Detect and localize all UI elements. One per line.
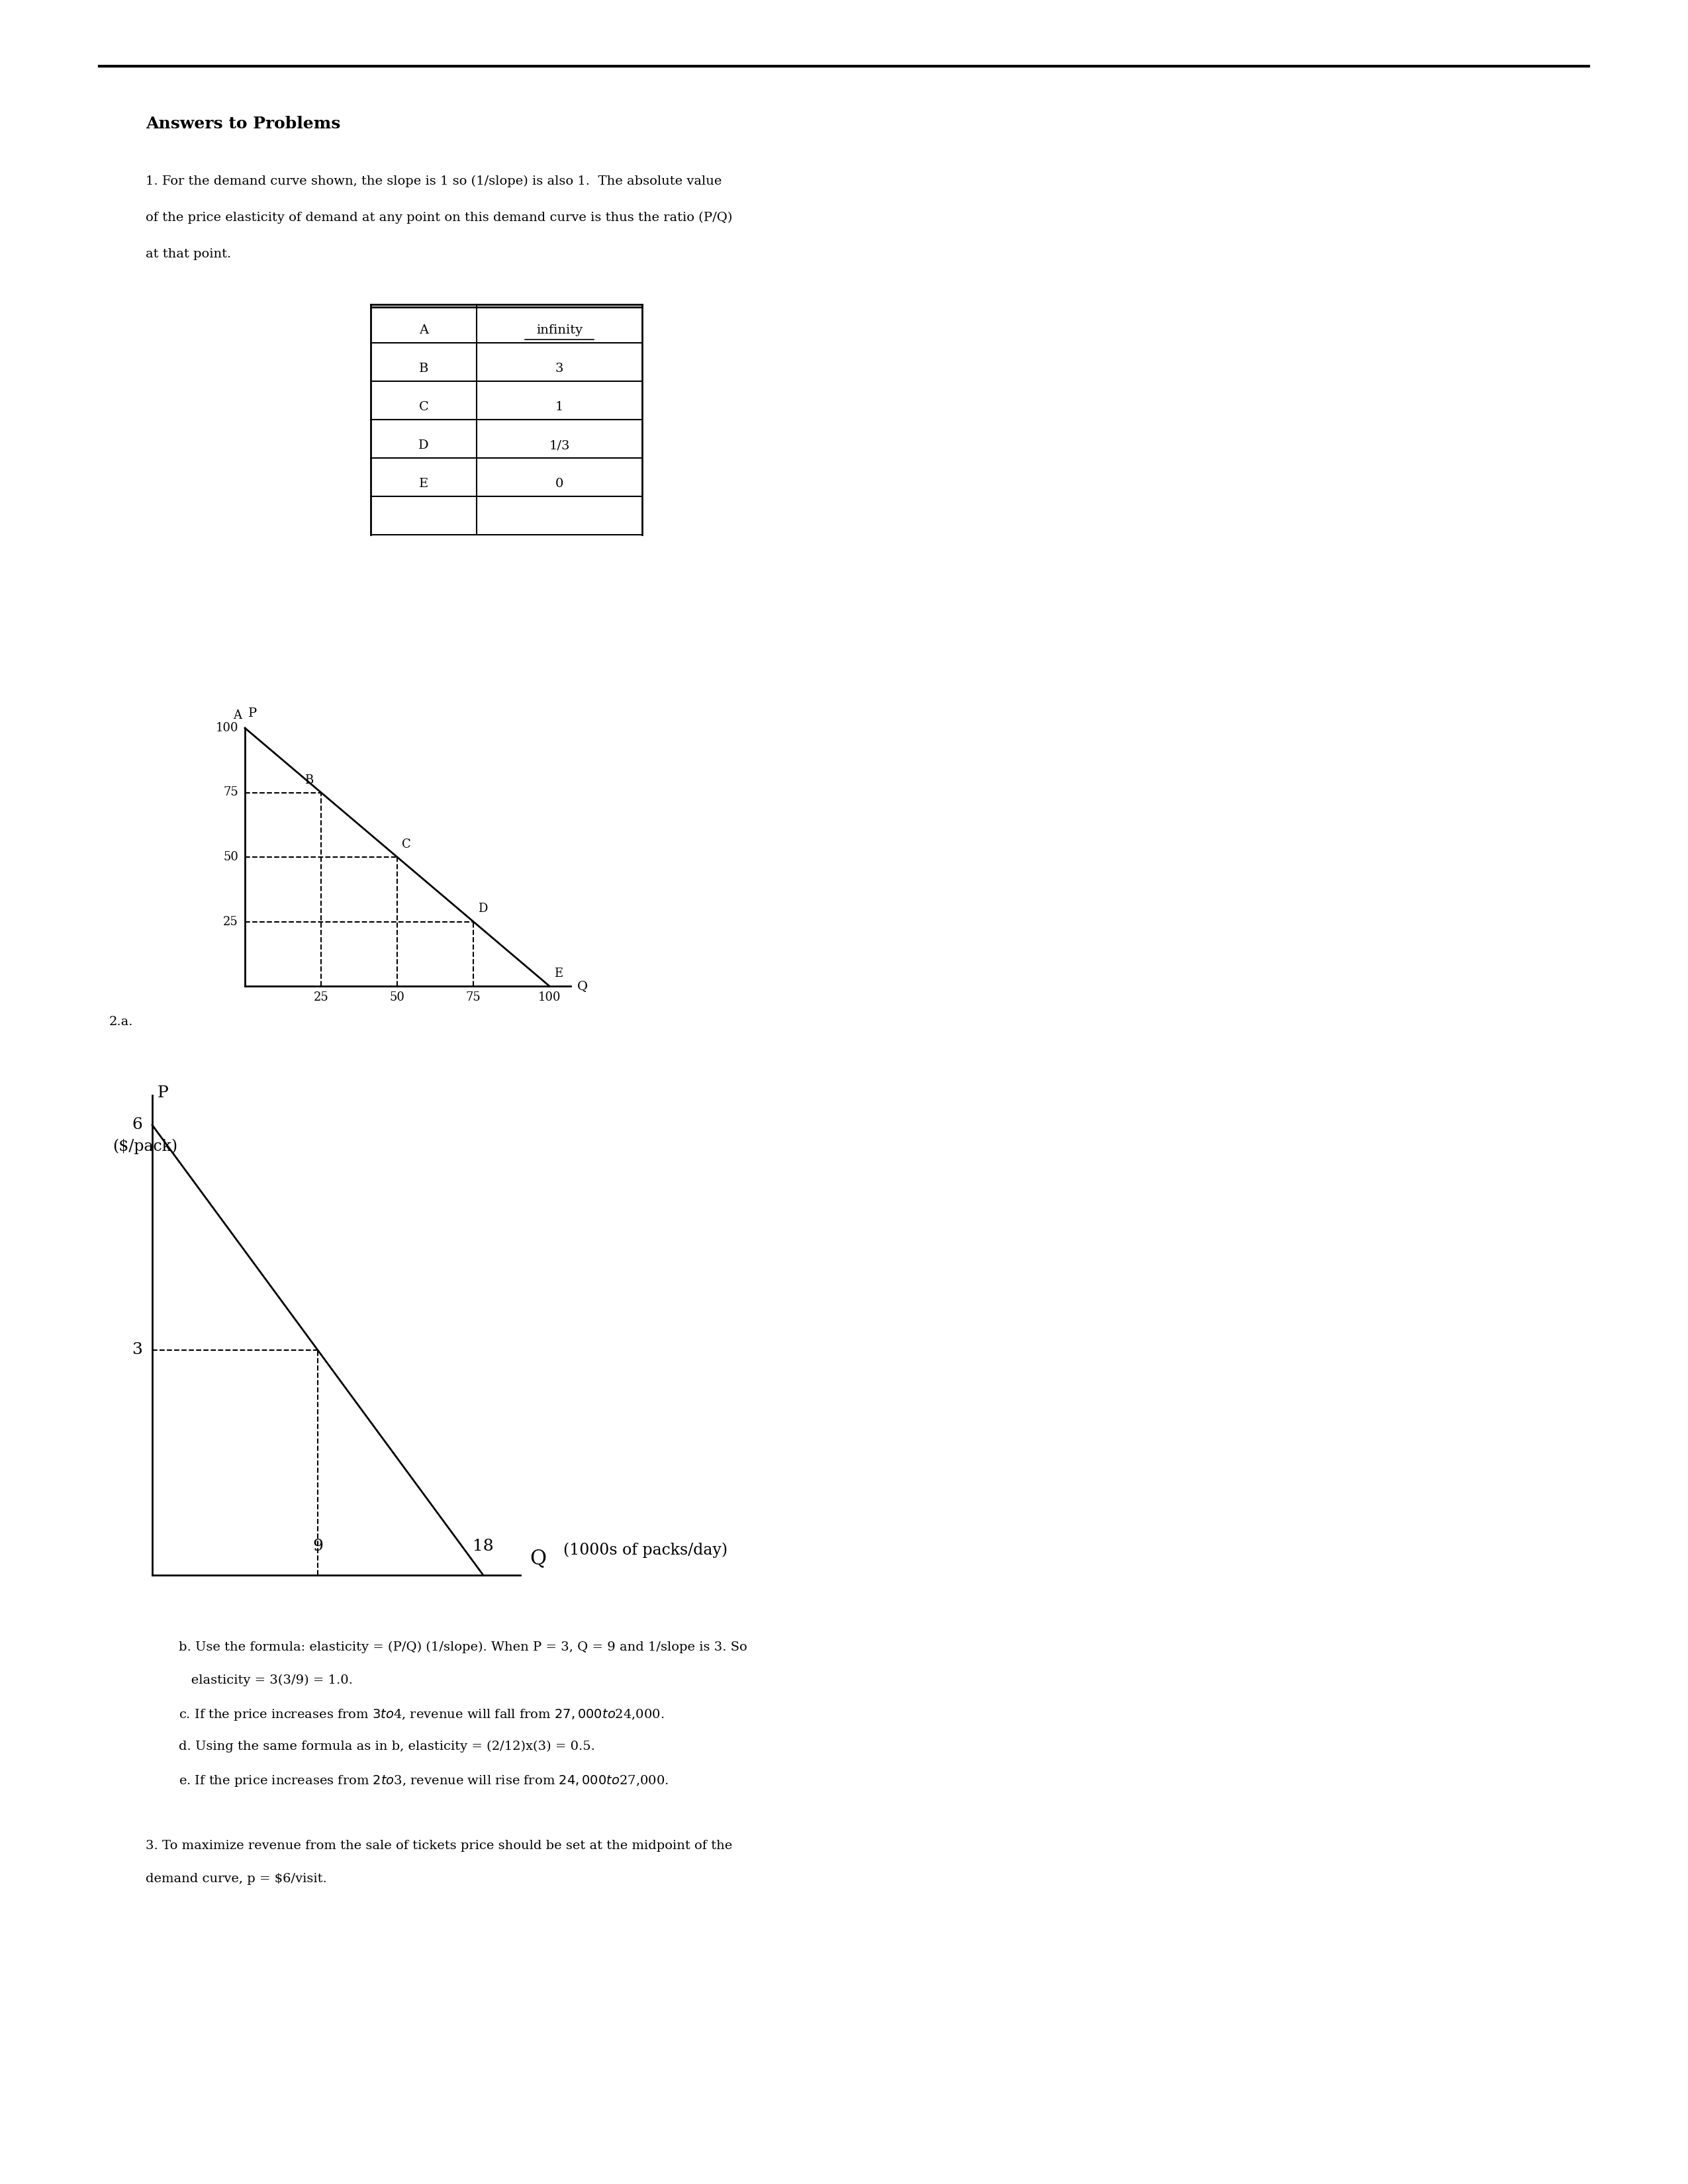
Text: at that point.: at that point.: [145, 249, 231, 260]
Text: B: B: [419, 363, 429, 376]
Text: demand curve, p = $6/visit.: demand curve, p = $6/visit.: [145, 1874, 327, 1885]
Text: D: D: [419, 439, 429, 452]
Text: of the price elasticity of demand at any point on this demand curve is thus the : of the price elasticity of demand at any…: [145, 212, 733, 225]
Text: infinity: infinity: [537, 323, 582, 336]
Text: 6: 6: [132, 1118, 142, 1133]
Text: A: A: [233, 710, 241, 721]
Text: 3: 3: [132, 1343, 142, 1358]
Text: Q: Q: [530, 1548, 547, 1568]
Text: 100: 100: [538, 992, 560, 1002]
Text: 1. For the demand curve shown, the slope is 1 so (1/slope) is also 1.  The absol: 1. For the demand curve shown, the slope…: [145, 175, 722, 188]
Text: 25: 25: [223, 915, 238, 928]
Text: e. If the price increases from $2 to $3, revenue will rise from $24,000 to $27,0: e. If the price increases from $2 to $3,…: [179, 1773, 668, 1789]
Text: P: P: [157, 1085, 169, 1101]
Text: A: A: [419, 323, 429, 336]
Text: ($/pack): ($/pack): [113, 1138, 177, 1153]
Text: Q: Q: [577, 981, 587, 992]
Text: 75: 75: [223, 786, 238, 799]
Text: c. If the price increases from $3 to $4, revenue will fall from $27,000 to $24,0: c. If the price increases from $3 to $4,…: [179, 1708, 665, 1721]
Text: (1000s of packs/day): (1000s of packs/day): [564, 1542, 728, 1557]
Text: 75: 75: [466, 992, 481, 1002]
Text: 25: 25: [314, 992, 329, 1002]
Text: 1: 1: [555, 402, 564, 413]
Text: Answers to Problems: Answers to Problems: [145, 116, 341, 131]
Text: 2.a.: 2.a.: [110, 1016, 133, 1029]
Text: elasticity = 3(3/9) = 1.0.: elasticity = 3(3/9) = 1.0.: [179, 1675, 353, 1686]
Text: E: E: [554, 968, 562, 978]
Text: B: B: [304, 773, 314, 786]
Text: C: C: [402, 839, 410, 850]
Text: 50: 50: [223, 852, 238, 863]
Text: d. Using the same formula as in b, elasticity = (2/12)x(3) = 0.5.: d. Using the same formula as in b, elast…: [179, 1741, 594, 1752]
Text: P: P: [248, 708, 257, 719]
Text: 18: 18: [473, 1540, 493, 1555]
Text: b. Use the formula: elasticity = (P/Q) (1/slope). When P = 3, Q = 9 and 1/slope : b. Use the formula: elasticity = (P/Q) (…: [179, 1642, 748, 1653]
Text: 1/3: 1/3: [549, 439, 571, 452]
Text: 3. To maximize revenue from the sale of tickets price should be set at the midpo: 3. To maximize revenue from the sale of …: [145, 1839, 733, 1852]
Text: C: C: [419, 402, 429, 413]
Text: E: E: [419, 478, 429, 489]
Text: D: D: [478, 902, 488, 915]
Text: 50: 50: [390, 992, 405, 1002]
Text: 0: 0: [555, 478, 564, 489]
Text: 100: 100: [216, 723, 238, 734]
Text: 9: 9: [312, 1540, 322, 1555]
Text: 3: 3: [555, 363, 564, 376]
